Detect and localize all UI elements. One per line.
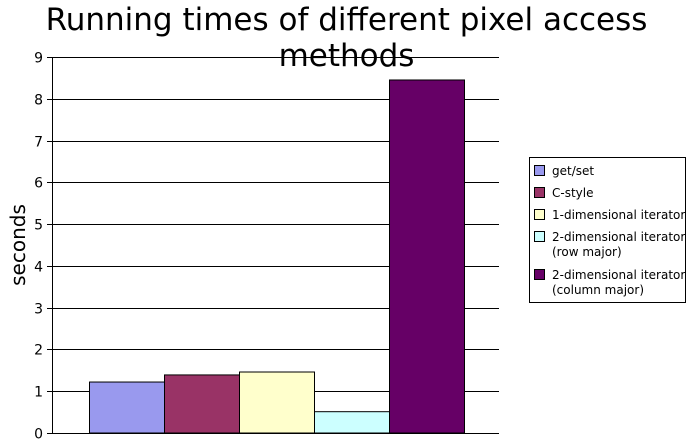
legend-swatch — [534, 209, 545, 220]
legend-label: get/set — [552, 164, 595, 178]
bar — [239, 371, 315, 434]
y-tick-label: 9 — [34, 51, 43, 67]
y-tick-label: 4 — [34, 260, 43, 276]
y-tick-label: 8 — [34, 93, 43, 109]
bar — [389, 79, 465, 434]
y-axis-label: seconds — [6, 204, 30, 286]
axes — [47, 57, 499, 434]
bars — [89, 79, 465, 434]
bar — [164, 374, 240, 434]
chart-title: Running times of different pixel access … — [45, 2, 648, 74]
y-tick-label: 7 — [34, 135, 43, 151]
legend-swatch — [534, 269, 545, 280]
y-tick-label: 5 — [34, 218, 43, 234]
legend-swatch — [534, 165, 545, 176]
legend-label: 2-dimensional iterator (column major) — [552, 268, 686, 297]
bar — [89, 381, 165, 434]
bar — [314, 411, 390, 434]
legend-label: 2-dimensional iterator (row major) — [552, 230, 686, 259]
legend-label: C-style — [552, 186, 594, 200]
y-tick-labels: 0 1 2 3 4 5 6 7 8 9 — [34, 51, 43, 442]
y-tick-label: 0 — [34, 427, 43, 442]
y-tick-label: 3 — [34, 302, 43, 318]
legend-swatch — [534, 187, 545, 198]
y-tick-label: 1 — [34, 385, 43, 401]
legend: get/set C-style 1-dimensional iterator 2-di… — [529, 157, 686, 303]
y-tick-label: 6 — [34, 176, 43, 192]
legend-label: 1-dimensional iterator — [552, 208, 686, 222]
legend-swatch — [534, 231, 545, 242]
y-tick-label: 2 — [34, 343, 43, 359]
